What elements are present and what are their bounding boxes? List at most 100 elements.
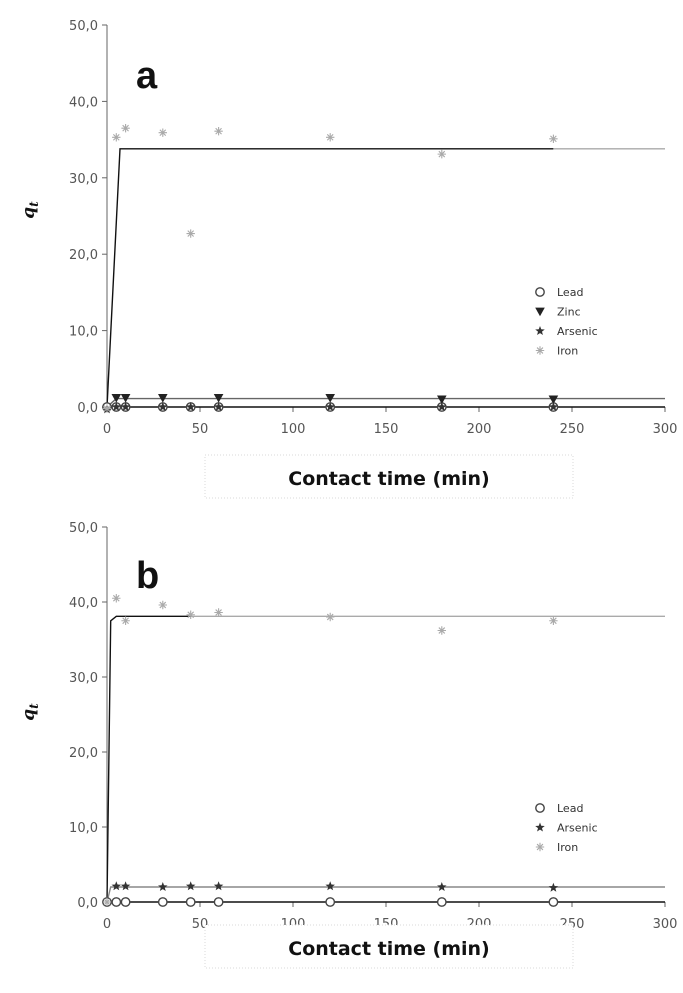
y-tick-label: 0,0 bbox=[77, 896, 98, 911]
data-point-iron bbox=[214, 608, 223, 617]
legend-marker-lead bbox=[535, 287, 545, 297]
legend-marker-arsenic bbox=[535, 822, 545, 832]
x-tick-label: 200 bbox=[467, 422, 492, 437]
data-point-lead bbox=[157, 897, 168, 907]
data-point-lead bbox=[185, 897, 196, 907]
data-point-iron bbox=[186, 229, 195, 238]
y-tick-label: 30,0 bbox=[69, 172, 98, 187]
data-point-iron bbox=[549, 134, 558, 144]
legend: Lead Arsenic Iron bbox=[535, 802, 598, 854]
x-tick-label: 50 bbox=[192, 917, 209, 932]
data-point-arsenic bbox=[185, 402, 196, 412]
y-tick-label: 40,0 bbox=[69, 596, 98, 611]
data-point-iron bbox=[112, 594, 121, 603]
data-point-arsenic bbox=[111, 881, 122, 891]
data-point-arsenic bbox=[548, 402, 559, 412]
legend-label-arsenic: Arsenic bbox=[557, 822, 598, 835]
data-point-arsenic bbox=[185, 881, 196, 891]
x-tick-label: 0 bbox=[103, 422, 111, 437]
legend-label-iron: Iron bbox=[557, 841, 578, 854]
y-axis-label-main: q bbox=[19, 207, 39, 219]
x-tick-label: 250 bbox=[560, 422, 585, 437]
data-point-iron bbox=[326, 133, 335, 142]
data-point-lead bbox=[436, 897, 447, 907]
data-point-arsenic bbox=[158, 882, 168, 892]
data-point-zinc bbox=[548, 395, 559, 405]
fit-line-iron bbox=[106, 148, 554, 408]
data-point-iron bbox=[186, 610, 195, 619]
data-point-arsenic bbox=[325, 881, 335, 891]
y-tick-label: 40,0 bbox=[69, 95, 98, 110]
data-point-zinc bbox=[213, 393, 224, 403]
legend-marker-arsenic bbox=[535, 326, 545, 336]
legend-label-lead: Lead bbox=[557, 802, 583, 815]
legend: Lead Zinc Arsenic Iron bbox=[535, 286, 598, 358]
data-point-iron bbox=[158, 600, 167, 610]
data-point-arsenic bbox=[213, 402, 224, 412]
data-point-lead bbox=[111, 897, 122, 907]
data-point-iron bbox=[102, 897, 112, 907]
series-arsenic bbox=[111, 881, 559, 892]
panel-label: a bbox=[136, 55, 158, 97]
y-axis-label-subscript: t bbox=[27, 703, 41, 709]
x-axis-label-box bbox=[204, 924, 574, 969]
y-tick-label: 20,0 bbox=[69, 248, 98, 263]
legend-marker-iron bbox=[535, 842, 545, 852]
chart-panel-b: 0,010,020,030,040,050,005010015020025030… bbox=[19, 521, 678, 969]
data-point-zinc bbox=[111, 393, 122, 403]
y-axis-label: qt bbox=[19, 703, 41, 721]
data-point-zinc bbox=[120, 393, 131, 403]
x-axis-label: Contact time (min) bbox=[288, 938, 490, 960]
x-tick-label: 100 bbox=[281, 422, 306, 437]
data-point-arsenic bbox=[120, 881, 131, 891]
fit-line-iron bbox=[106, 615, 191, 903]
data-point-arsenic bbox=[120, 402, 131, 412]
legend-marker-zinc bbox=[535, 307, 545, 317]
data-point-iron bbox=[437, 626, 446, 635]
data-point-iron bbox=[102, 404, 112, 413]
y-axis-label-subscript: t bbox=[27, 201, 41, 207]
legend-label-lead: Lead bbox=[557, 286, 583, 299]
panel-label: b bbox=[136, 555, 159, 597]
legend-label-iron: Iron bbox=[557, 345, 578, 358]
data-point-lead bbox=[325, 897, 336, 907]
data-point-iron bbox=[158, 128, 167, 137]
y-tick-label: 10,0 bbox=[69, 325, 98, 340]
x-axis-label-box bbox=[204, 454, 574, 499]
data-point-zinc bbox=[437, 395, 447, 405]
data-point-iron bbox=[121, 123, 130, 133]
data-point-arsenic bbox=[437, 402, 447, 412]
data-point-arsenic bbox=[437, 882, 447, 892]
x-axis-label: Contact time (min) bbox=[288, 468, 490, 490]
series-iron bbox=[102, 594, 558, 907]
data-point-arsenic bbox=[325, 402, 335, 412]
data-point-lead bbox=[120, 897, 131, 907]
data-point-arsenic bbox=[213, 881, 224, 891]
y-tick-label: 0,0 bbox=[77, 401, 98, 416]
y-axis-label-main: q bbox=[19, 709, 39, 721]
x-tick-label: 300 bbox=[653, 422, 678, 437]
data-point-zinc bbox=[158, 393, 168, 403]
data-point-zinc bbox=[325, 393, 335, 403]
legend-label-arsenic: Arsenic bbox=[557, 325, 598, 338]
y-tick-label: 20,0 bbox=[69, 746, 98, 761]
data-point-lead bbox=[213, 897, 224, 907]
data-point-iron bbox=[549, 616, 558, 625]
fit-line-arsenic bbox=[106, 886, 665, 903]
y-axis-label: qt bbox=[19, 201, 41, 219]
x-tick-label: 50 bbox=[192, 422, 209, 437]
series-zinc bbox=[111, 393, 559, 405]
legend-marker-iron bbox=[535, 346, 545, 355]
y-tick-label: 30,0 bbox=[69, 671, 98, 686]
data-point-lead bbox=[548, 897, 559, 907]
x-tick-label: 300 bbox=[653, 917, 678, 932]
data-point-iron bbox=[326, 612, 335, 622]
data-point-iron bbox=[214, 126, 223, 136]
data-point-arsenic bbox=[158, 402, 168, 412]
x-tick-label: 150 bbox=[374, 422, 399, 437]
x-tick-label: 0 bbox=[103, 917, 111, 932]
legend-label-zinc: Zinc bbox=[557, 306, 581, 319]
data-point-iron bbox=[121, 616, 130, 625]
data-point-iron bbox=[112, 133, 121, 142]
